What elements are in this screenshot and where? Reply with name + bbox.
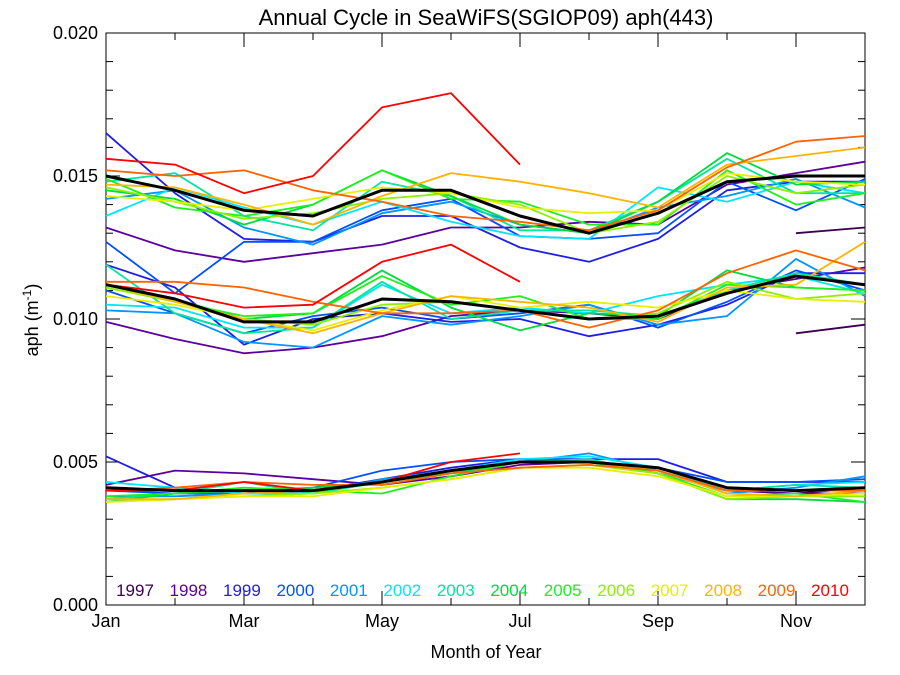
legend-label-1999: 1999 — [223, 581, 261, 600]
series-line-1997-mid — [795, 323, 866, 335]
series-line-2001-high — [105, 178, 866, 246]
y-axis-label-superscript: -1 — [20, 289, 34, 300]
legend-label-2005: 2005 — [544, 581, 582, 600]
series-lines — [105, 92, 866, 503]
series-line-1998-high — [105, 160, 866, 263]
series-line-2006-high — [105, 175, 866, 235]
series-line-2001-mid — [105, 258, 866, 349]
series-line-2009-high — [105, 135, 866, 232]
series-line-2007-low — [105, 466, 866, 503]
y-tick-label: 0.015 — [53, 166, 98, 186]
y-tick-label: 0.020 — [53, 23, 98, 43]
legend: 1997 1998 1999 2000 2001 2002 2003 2004 2005 2006… — [116, 581, 849, 600]
series-line-2007-high — [105, 172, 866, 215]
mean-lines — [105, 174, 866, 493]
legend-label-2003: 2003 — [437, 581, 475, 600]
legend-label-2002: 2002 — [383, 581, 421, 600]
x-tick-label: Sep — [642, 611, 674, 631]
y-tick-label: 0.010 — [53, 309, 98, 329]
series-line-2010-mid — [105, 243, 521, 309]
legend-label-2008: 2008 — [704, 581, 742, 600]
mean-line-mid — [105, 274, 866, 324]
legend-label-1998: 1998 — [170, 581, 208, 600]
mean-line-high — [105, 174, 865, 235]
series-line-2009-mid — [106, 249, 866, 329]
series-line-1998-mid — [105, 266, 866, 355]
legend-label-2007: 2007 — [651, 581, 689, 600]
legend-label-2006: 2006 — [597, 581, 635, 600]
series-line-2008-mid — [105, 241, 866, 335]
series-line-2010-high — [105, 92, 521, 195]
legend-label-2010: 2010 — [811, 581, 849, 600]
series-line-2002-high — [105, 180, 866, 240]
mean-line-low — [105, 460, 866, 493]
series-line-2000-high — [105, 178, 866, 295]
x-tick-label: Mar — [229, 611, 260, 631]
x-tick-label: Nov — [780, 611, 812, 631]
y-tick-label: 0.005 — [53, 452, 98, 472]
x-tick-label: Jan — [91, 611, 120, 631]
y-axis-label-close: ) — [22, 284, 42, 290]
x-tick-label: Jul — [508, 611, 531, 631]
series-line-2002-mid — [105, 275, 866, 329]
chart-title: Annual Cycle in SeaWiFS(SGIOP09) aph(443… — [259, 5, 714, 30]
legend-label-1997: 1997 — [116, 581, 154, 600]
legend-label-2001: 2001 — [330, 581, 368, 600]
legend-label-2009: 2009 — [758, 581, 796, 600]
series-line-1999-high — [105, 132, 865, 263]
series-line-2004-high — [105, 152, 866, 235]
y-axis-label-main: aph (m — [22, 300, 42, 356]
series-line-1997-high — [795, 226, 866, 235]
x-axis-label: Month of Year — [430, 642, 541, 662]
x-tick-label: May — [365, 611, 399, 631]
y-tick-label: 0.000 — [53, 595, 98, 615]
legend-label-2000: 2000 — [276, 581, 314, 600]
y-axis-label: aph (m-1) — [20, 284, 42, 357]
legend-label-2004: 2004 — [490, 581, 528, 600]
x-axis: Jan Mar May Jul Sep Nov — [91, 33, 866, 631]
